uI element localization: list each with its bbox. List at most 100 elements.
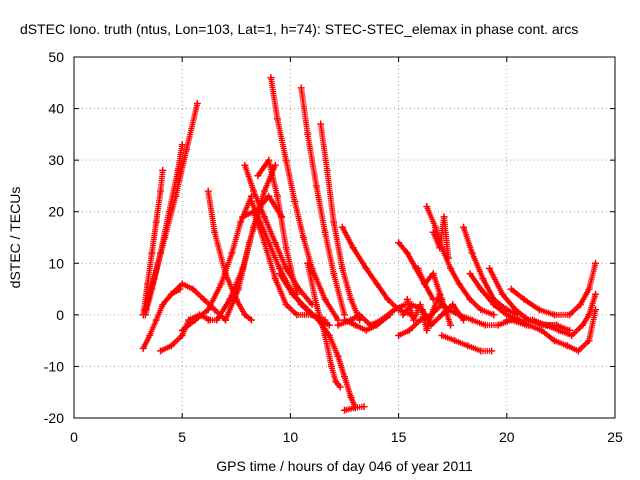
series-marks bbox=[139, 74, 600, 414]
data-point bbox=[455, 280, 463, 288]
data-point bbox=[334, 321, 342, 329]
data-point bbox=[141, 306, 149, 314]
data-point bbox=[330, 218, 338, 226]
data-point bbox=[524, 321, 532, 329]
data-point bbox=[282, 156, 290, 164]
data-point bbox=[273, 115, 281, 123]
data-point bbox=[325, 321, 333, 329]
data-point bbox=[447, 321, 455, 329]
series-33 bbox=[485, 264, 574, 334]
x-tick-label: 0 bbox=[70, 429, 78, 445]
data-point bbox=[325, 331, 333, 339]
data-point bbox=[321, 228, 329, 236]
data-point bbox=[146, 331, 154, 339]
data-point bbox=[537, 326, 545, 334]
y-tick-label: 20 bbox=[48, 204, 64, 220]
data-point bbox=[334, 352, 342, 360]
plot-frame bbox=[73, 56, 616, 419]
series-34 bbox=[503, 306, 600, 355]
data-point bbox=[395, 239, 403, 247]
data-point bbox=[431, 223, 439, 231]
series-35 bbox=[507, 259, 600, 319]
data-point bbox=[429, 228, 437, 236]
data-point bbox=[466, 270, 474, 278]
series-36 bbox=[529, 290, 600, 339]
data-point bbox=[429, 270, 437, 278]
series-14 bbox=[267, 74, 342, 324]
x-tick-label: 20 bbox=[499, 429, 515, 445]
y-tick-label: 0 bbox=[56, 307, 64, 323]
series-16 bbox=[317, 120, 364, 324]
data-point bbox=[247, 316, 255, 324]
data-point bbox=[150, 275, 158, 283]
data-point bbox=[403, 249, 411, 257]
data-point bbox=[204, 306, 212, 314]
data-point bbox=[245, 239, 253, 247]
data-point bbox=[466, 295, 474, 303]
data-point bbox=[200, 295, 208, 303]
data-point bbox=[297, 84, 305, 92]
data-point bbox=[239, 213, 247, 221]
data-point bbox=[183, 146, 191, 154]
data-point bbox=[481, 321, 489, 329]
gridlines bbox=[74, 57, 615, 418]
series-0 bbox=[139, 166, 167, 319]
data-point bbox=[390, 306, 398, 314]
data-point bbox=[228, 249, 236, 257]
series-marker-trail bbox=[438, 332, 495, 354]
data-point bbox=[485, 264, 493, 272]
y-tick-label: -20 bbox=[44, 410, 64, 426]
series-17 bbox=[304, 259, 344, 391]
data-point bbox=[347, 393, 355, 401]
data-point bbox=[193, 99, 201, 107]
data-point bbox=[403, 295, 411, 303]
data-point bbox=[299, 234, 307, 241]
data-point bbox=[159, 301, 167, 309]
data-point bbox=[566, 311, 574, 319]
data-point bbox=[579, 321, 587, 329]
data-point bbox=[250, 187, 258, 195]
data-point bbox=[276, 270, 284, 278]
series-6 bbox=[178, 192, 255, 334]
data-point bbox=[555, 326, 563, 334]
data-point bbox=[444, 254, 452, 262]
data-point bbox=[265, 156, 273, 164]
data-point bbox=[204, 187, 212, 195]
data-point bbox=[490, 311, 498, 319]
x-tick-label: 5 bbox=[178, 429, 186, 445]
data-point bbox=[351, 404, 359, 412]
data-point bbox=[351, 321, 359, 329]
y-tick-label: 10 bbox=[48, 255, 64, 271]
data-point bbox=[148, 249, 156, 257]
data-point bbox=[468, 316, 476, 324]
data-point bbox=[237, 218, 245, 226]
data-point bbox=[330, 270, 338, 278]
data-point bbox=[384, 295, 392, 303]
data-point bbox=[271, 275, 279, 283]
data-point bbox=[332, 378, 340, 386]
series-27 bbox=[423, 203, 498, 319]
data-point bbox=[498, 290, 506, 298]
data-point bbox=[254, 172, 262, 180]
data-point bbox=[204, 316, 212, 324]
data-point bbox=[468, 249, 476, 257]
data-point bbox=[211, 228, 219, 236]
series-marker-trail bbox=[142, 100, 201, 313]
series-marker-trail bbox=[423, 203, 497, 318]
data-point bbox=[291, 197, 299, 205]
data-point bbox=[282, 301, 290, 309]
data-point bbox=[576, 301, 584, 309]
data-point bbox=[250, 208, 258, 216]
data-point bbox=[152, 218, 160, 226]
data-point bbox=[421, 280, 429, 288]
data-point bbox=[289, 290, 297, 298]
series-marker-trail bbox=[298, 84, 348, 318]
y-axis-label: dSTEC / TECUs bbox=[7, 187, 23, 289]
series-2 bbox=[141, 99, 201, 314]
data-point bbox=[349, 244, 357, 252]
data-point bbox=[293, 311, 301, 319]
data-point bbox=[157, 187, 165, 195]
data-point bbox=[395, 331, 403, 339]
data-point bbox=[429, 306, 437, 314]
